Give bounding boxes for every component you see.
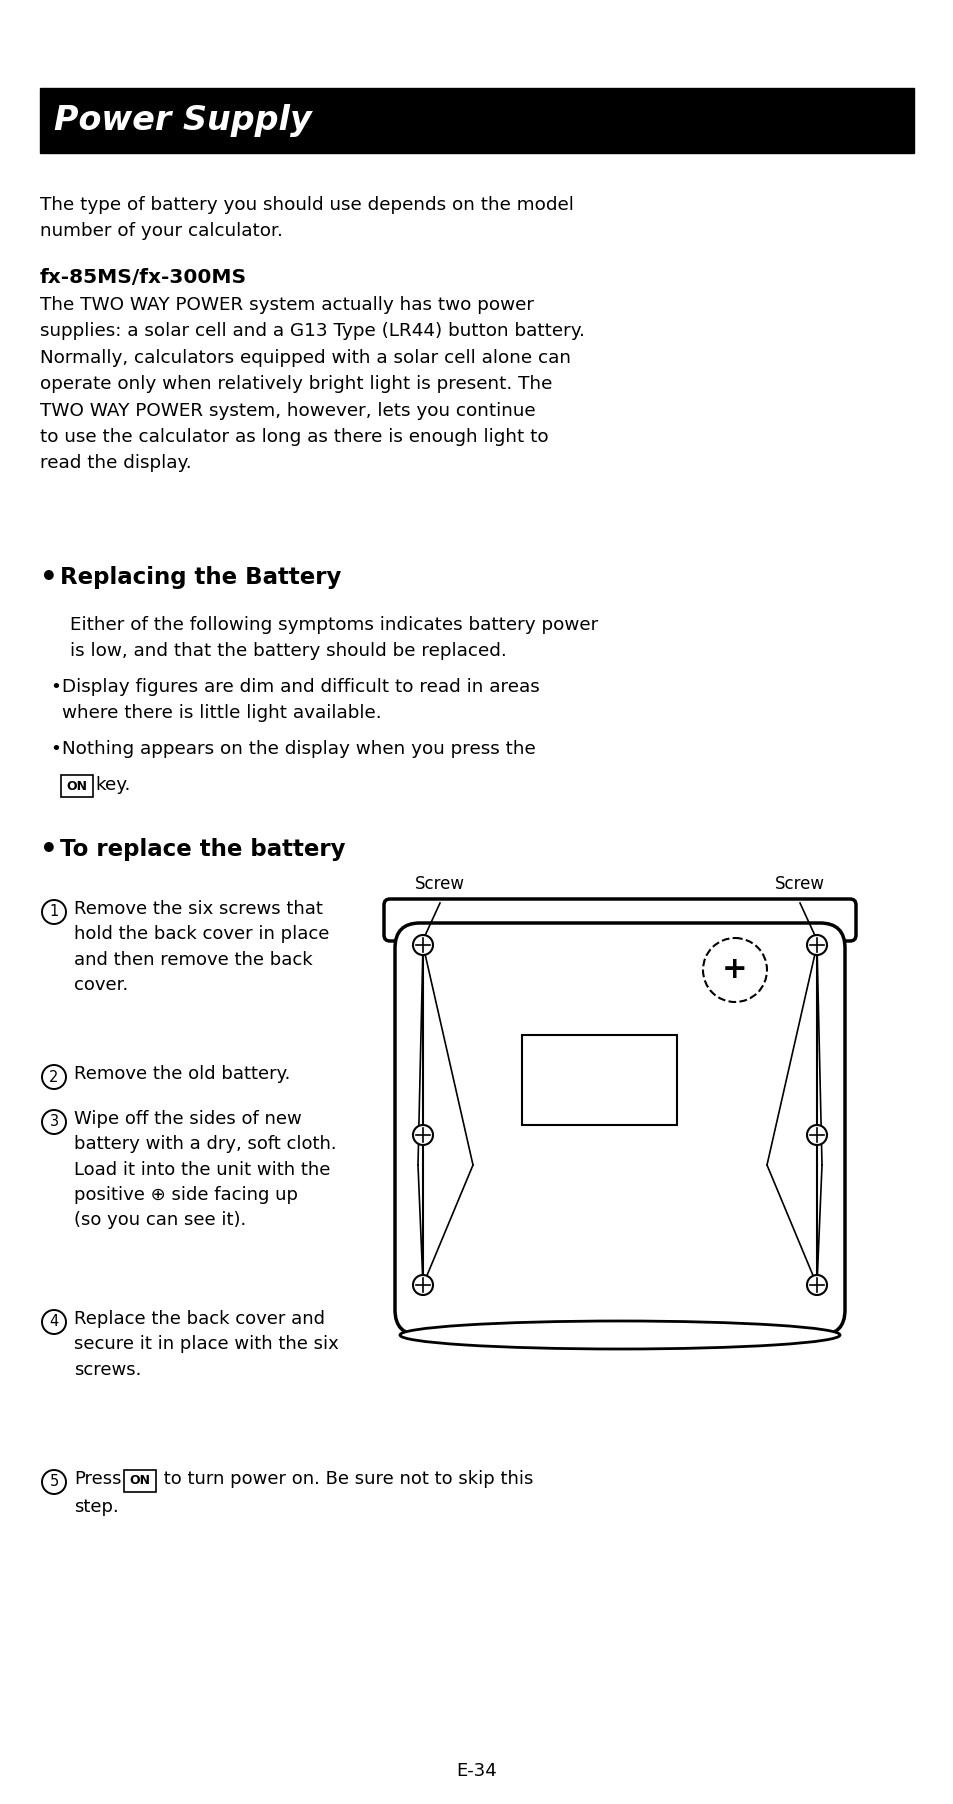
FancyBboxPatch shape xyxy=(395,924,844,1335)
Text: key.: key. xyxy=(95,776,131,794)
Text: The type of battery you should use depends on the model
number of your calculato: The type of battery you should use depen… xyxy=(40,197,574,240)
Text: •: • xyxy=(40,565,58,592)
Text: Power Supply: Power Supply xyxy=(54,105,312,137)
Text: Replace the back cover and
secure it in place with the six
screws.: Replace the back cover and secure it in … xyxy=(74,1310,338,1378)
FancyBboxPatch shape xyxy=(124,1470,156,1492)
Text: Remove the old battery.: Remove the old battery. xyxy=(74,1064,290,1082)
Circle shape xyxy=(42,900,66,924)
Text: •: • xyxy=(50,740,61,758)
Circle shape xyxy=(702,938,766,1001)
Ellipse shape xyxy=(399,1321,840,1349)
Text: 1: 1 xyxy=(50,904,58,920)
Text: Either of the following symptoms indicates battery power
is low, and that the ba: Either of the following symptoms indicat… xyxy=(70,615,598,660)
Text: Wipe off the sides of new
battery with a dry, soft cloth.
Load it into the unit : Wipe off the sides of new battery with a… xyxy=(74,1109,336,1229)
Circle shape xyxy=(42,1310,66,1333)
Circle shape xyxy=(806,934,826,954)
Circle shape xyxy=(42,1064,66,1090)
Bar xyxy=(40,88,913,153)
Text: •: • xyxy=(40,835,58,864)
Text: Screw: Screw xyxy=(774,875,824,893)
Text: Replacing the Battery: Replacing the Battery xyxy=(60,566,341,588)
Text: Screw: Screw xyxy=(415,875,464,893)
Text: •: • xyxy=(50,678,61,696)
Circle shape xyxy=(413,934,433,954)
Text: 4: 4 xyxy=(50,1315,58,1330)
Text: The TWO WAY POWER system actually has two power
supplies: a solar cell and a G13: The TWO WAY POWER system actually has tw… xyxy=(40,296,584,473)
Circle shape xyxy=(413,1275,433,1295)
Text: +: + xyxy=(721,956,747,985)
Circle shape xyxy=(42,1470,66,1494)
Circle shape xyxy=(806,1126,826,1146)
Text: To replace the battery: To replace the battery xyxy=(60,839,345,861)
Text: Press: Press xyxy=(74,1470,121,1488)
Text: to turn power on. Be sure not to skip this: to turn power on. Be sure not to skip th… xyxy=(158,1470,533,1488)
FancyBboxPatch shape xyxy=(384,898,855,942)
Bar xyxy=(522,1035,677,1126)
Text: Nothing appears on the display when you press the: Nothing appears on the display when you … xyxy=(62,740,536,758)
FancyBboxPatch shape xyxy=(61,776,92,797)
Text: ON: ON xyxy=(67,779,88,792)
Text: 5: 5 xyxy=(50,1474,58,1490)
Text: step.: step. xyxy=(74,1497,118,1515)
Text: Remove the six screws that
hold the back cover in place
and then remove the back: Remove the six screws that hold the back… xyxy=(74,900,329,994)
Text: 3: 3 xyxy=(50,1115,58,1129)
Text: ON: ON xyxy=(130,1474,151,1488)
Text: E-34: E-34 xyxy=(456,1763,497,1781)
Circle shape xyxy=(806,1275,826,1295)
Circle shape xyxy=(42,1109,66,1135)
Circle shape xyxy=(413,1126,433,1146)
Text: Display figures are dim and difficult to read in areas
where there is little lig: Display figures are dim and difficult to… xyxy=(62,678,539,722)
Text: 2: 2 xyxy=(50,1070,59,1084)
Text: fx-85MS/fx-300MS: fx-85MS/fx-300MS xyxy=(40,269,247,287)
